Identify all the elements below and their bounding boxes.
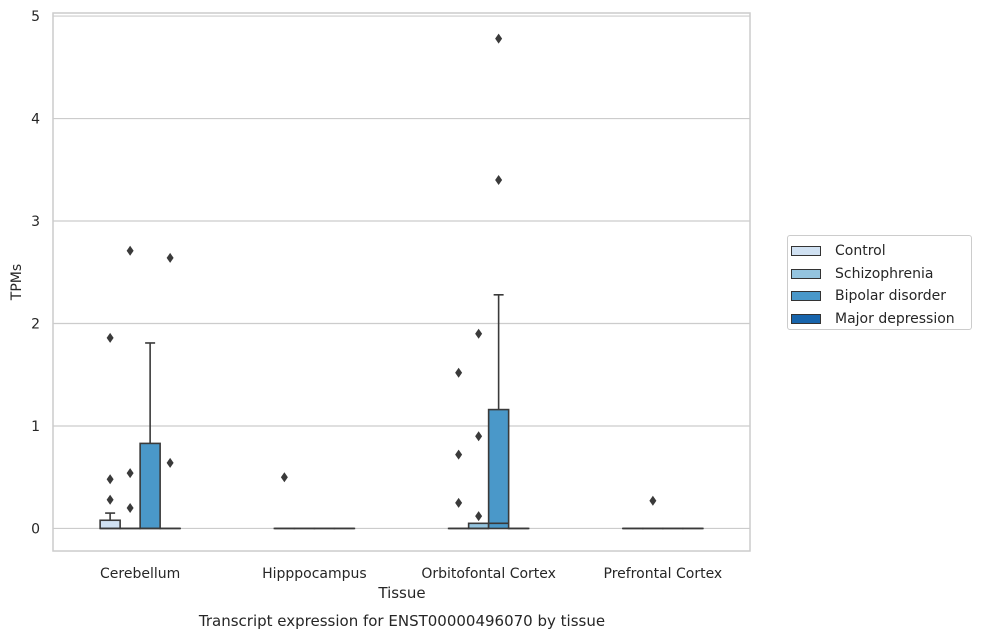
box-major-depression-cerebellum	[159, 252, 181, 530]
legend-item-major-depression: Major depression	[791, 308, 971, 331]
outlier-point	[475, 328, 483, 339]
outlier-point	[455, 497, 463, 508]
x-tick-label-prefrontal-cortex: Prefrontal Cortex	[604, 566, 723, 582]
outlier-point	[106, 332, 114, 343]
legend-swatch-control	[791, 246, 821, 257]
outlier-point	[475, 431, 483, 442]
y-tick-label-1: 1	[31, 419, 40, 435]
outlier-point	[475, 511, 483, 522]
x-tick-labels: Cerebellum Hipppocampus Orbitofontal Corte…	[100, 566, 722, 582]
y-tick-label-4: 4	[31, 112, 40, 128]
box-control-orbitofontal-cortex	[447, 367, 470, 530]
outlier-point	[126, 468, 134, 479]
legend: Control Schizophrenia Bipolar disorder M…	[787, 235, 972, 330]
legend-item-bipolar-disorder: Bipolar disorder	[791, 285, 971, 308]
outlier-point	[455, 449, 463, 460]
y-tick-label-0: 0	[31, 521, 40, 537]
outlier-point	[126, 245, 134, 256]
boxes	[99, 33, 704, 530]
box-schizophrenia-prefrontal-cortex	[642, 495, 664, 530]
legend-swatch-bipolar-disorder	[791, 291, 821, 302]
x-axis-label: Tissue	[377, 584, 425, 602]
outlier-point	[106, 494, 114, 505]
y-tick-label-2: 2	[31, 317, 40, 333]
box-control-cerebellum	[99, 332, 121, 530]
legend-item-control: Control	[791, 240, 971, 263]
box-bipolar-disorder-cerebellum	[139, 342, 161, 530]
legend-item-schizophrenia: Schizophrenia	[791, 263, 971, 286]
legend-swatch-major-depression	[791, 313, 821, 324]
legend-label-schizophrenia: Schizophrenia	[835, 265, 934, 282]
box-body	[487, 408, 510, 530]
outlier-point	[495, 33, 503, 44]
outlier-point	[106, 474, 114, 485]
x-tick-label-orbitofontal-cortex: Orbitofontal Cortex	[421, 566, 556, 582]
outlier-point	[280, 472, 288, 483]
box-body	[139, 442, 161, 530]
y-axis-label: TPMs	[9, 264, 25, 301]
outlier-point	[166, 252, 174, 263]
outlier-point	[649, 495, 657, 506]
box-schizophrenia-cerebellum	[119, 245, 141, 530]
outlier-point	[166, 457, 174, 468]
box-body	[99, 519, 121, 530]
outlier-point	[455, 367, 463, 378]
x-tick-label-cerebellum: Cerebellum	[100, 566, 180, 582]
legend-swatch-schizophrenia	[791, 268, 821, 279]
y-tick-labels: 0 1 2 3 4 5	[31, 9, 40, 537]
legend-label-control: Control	[835, 243, 886, 260]
box-schizophrenia-orbitofontal-cortex	[467, 328, 490, 530]
outlier-point	[126, 502, 134, 513]
chart-title: Transcript expression for ENST0000049607…	[198, 612, 605, 630]
box-bipolar-disorder-orbitofontal-cortex	[487, 33, 510, 530]
legend-label-bipolar-disorder: Bipolar disorder	[835, 288, 947, 305]
legend-label-major-depression: Major depression	[835, 310, 955, 327]
outlier-point	[495, 175, 503, 186]
y-tick-label-5: 5	[31, 9, 40, 25]
y-tick-label-3: 3	[31, 214, 40, 230]
x-tick-label-hipppocampus: Hipppocampus	[262, 566, 367, 582]
